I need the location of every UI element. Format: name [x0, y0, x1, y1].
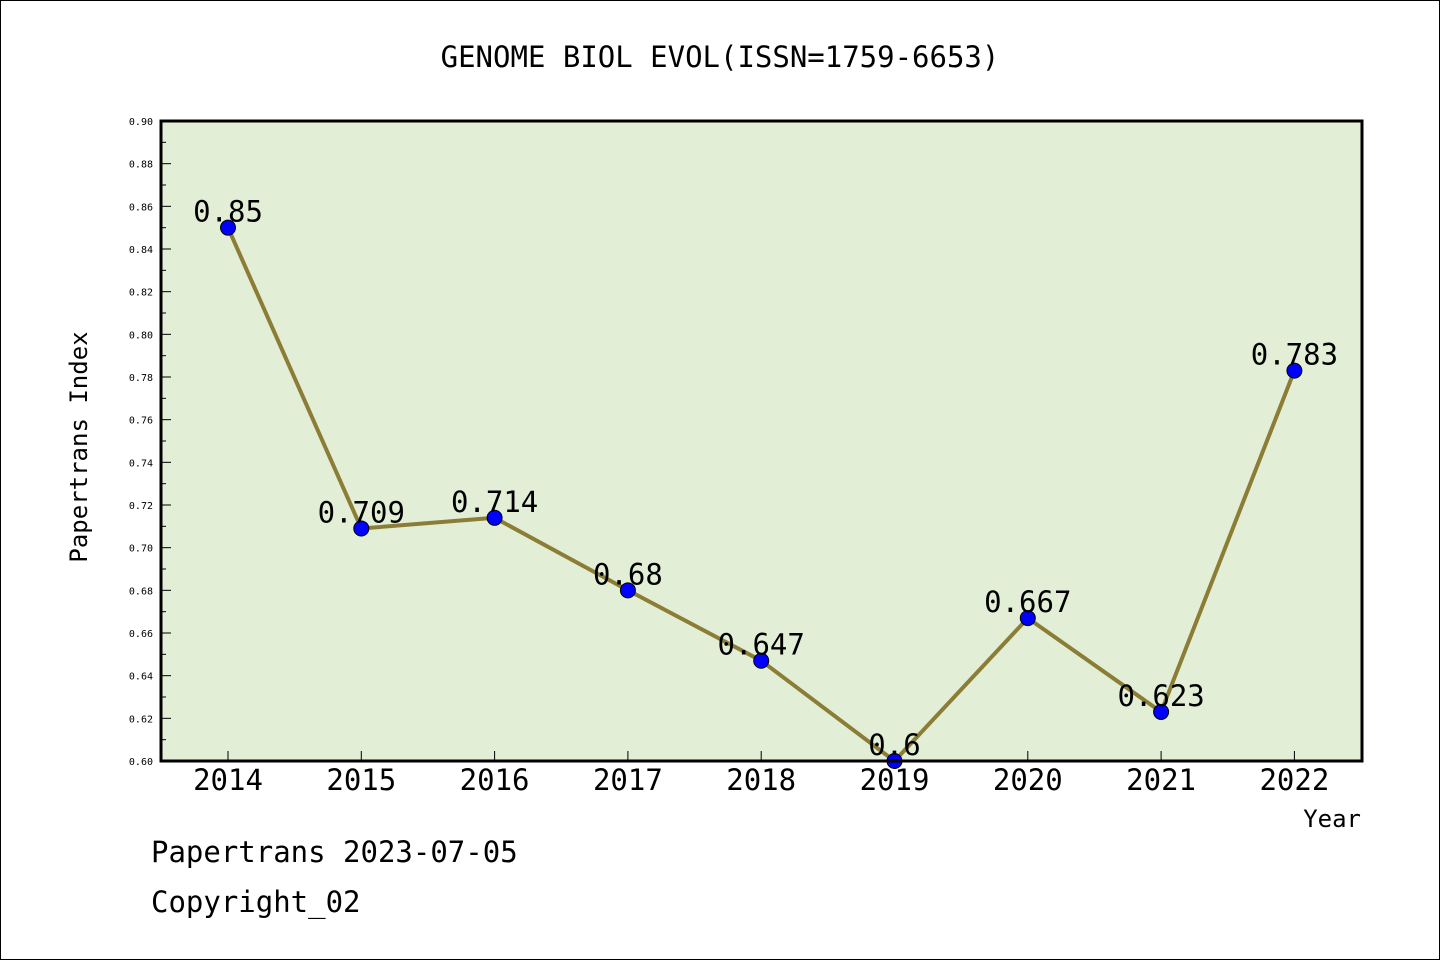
data-label: 0.714 [451, 485, 538, 519]
y-axis-label: Papertrans Index [65, 331, 93, 562]
data-label: 0.6 [868, 728, 920, 762]
y-tick-label: 0.86 [129, 202, 153, 213]
x-tick-label: 2022 [1259, 763, 1329, 797]
y-tick-label: 0.68 [129, 586, 153, 597]
y-tick-label: 0.60 [129, 757, 153, 768]
x-tick-label: 2021 [1126, 763, 1196, 797]
y-tick-label: 0.62 [129, 714, 153, 725]
footer-stamp: Papertrans 2023-07-05 [151, 835, 518, 869]
y-tick-label: 0.78 [129, 373, 153, 384]
data-point [753, 652, 770, 669]
y-tick-label: 0.72 [129, 501, 153, 512]
data-label: 0.85 [193, 195, 263, 229]
data-point [1019, 610, 1036, 627]
data-point [486, 509, 503, 526]
x-axis-label: Year [1303, 805, 1361, 833]
y-tick-label: 0.74 [129, 458, 153, 469]
data-label: 0.647 [718, 628, 805, 662]
y-tick-label: 0.64 [129, 672, 153, 683]
y-tick-label: 0.76 [129, 416, 153, 427]
data-label: 0.783 [1251, 338, 1338, 372]
x-tick-label: 2020 [993, 763, 1063, 797]
x-tick-label: 2017 [593, 763, 663, 797]
data-point [619, 582, 636, 599]
data-label: 0.68 [593, 557, 663, 591]
y-tick-label: 0.80 [129, 330, 153, 341]
x-tick-label: 2014 [193, 763, 263, 797]
y-tick-label: 0.84 [129, 245, 153, 256]
data-label: 0.667 [984, 585, 1071, 619]
x-tick-label: 2016 [460, 763, 530, 797]
data-point [1153, 703, 1170, 720]
y-tick-label: 0.90 [129, 117, 153, 128]
y-tick-label: 0.70 [129, 544, 153, 555]
x-tick-label: 2015 [326, 763, 396, 797]
plot-border [159, 119, 1364, 763]
data-point [353, 520, 370, 537]
data-point [1286, 362, 1303, 379]
y-tick-label: 0.66 [129, 629, 153, 640]
chart-title: GENOME BIOL EVOL(ISSN=1759-6653) [441, 40, 1000, 74]
y-tick-label: 0.82 [129, 288, 153, 299]
data-label: 0.623 [1117, 679, 1204, 713]
y-tick-label: 0.88 [129, 160, 153, 171]
data-point [220, 219, 236, 236]
data-label: 0.709 [318, 495, 405, 529]
x-tick-label: 2018 [726, 763, 796, 797]
footer-copyright: Copyright_02 [151, 885, 361, 919]
